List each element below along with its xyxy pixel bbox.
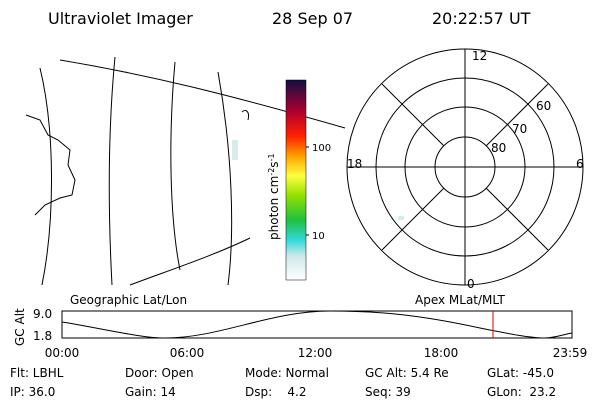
colorbar bbox=[285, 79, 307, 281]
timeline-x-tick: 06:00 bbox=[170, 346, 205, 360]
status-field: GLon: 23.2 bbox=[487, 385, 556, 399]
unit-part: photon cm bbox=[267, 176, 281, 240]
mlt-label: 18 bbox=[347, 157, 362, 171]
date: 28 Sep 07 bbox=[272, 9, 353, 28]
mlt-label: 6 bbox=[576, 157, 584, 171]
colorbar-label: 100 bbox=[312, 143, 331, 154]
timeline-x-tick: 23:59 bbox=[553, 346, 588, 360]
mlt-label: 12 bbox=[472, 49, 487, 63]
timeline-frame bbox=[61, 310, 573, 339]
colorbar-unit: photon cm-2s-1 bbox=[267, 153, 281, 240]
status-field: Seq: 39 bbox=[365, 385, 411, 399]
status-field: Gain: 14 bbox=[125, 385, 176, 399]
lat-label: 60 bbox=[536, 99, 551, 113]
lat-label: 70 bbox=[512, 122, 527, 136]
unit-part: -1 bbox=[267, 153, 276, 161]
status-field: IP: 36.0 bbox=[10, 385, 55, 399]
panel-label: Apex MLat/MLT bbox=[415, 293, 505, 307]
status-field: GC Alt: 5.4 Re bbox=[365, 366, 449, 380]
instrument: Ultraviolet Imager bbox=[48, 9, 193, 28]
timeline-y-tick: 1.8 bbox=[33, 329, 52, 343]
polar-plot bbox=[346, 48, 584, 286]
status-field: Flt: LBHL bbox=[10, 366, 64, 380]
timeline-x-tick: 18:00 bbox=[424, 346, 459, 360]
status-field: Mode: Normal bbox=[245, 366, 329, 380]
status-panel: Flt: LBHL Door: Open Mode: Normal GC Alt: 5… bbox=[10, 366, 556, 399]
status-field: GLat: -45.0 bbox=[487, 366, 554, 380]
timeline-y-label: GC Alt bbox=[13, 308, 27, 346]
time: 20:22:57 UT bbox=[432, 9, 531, 28]
colorbar-label: 10 bbox=[312, 231, 325, 242]
mlt-label: 0 bbox=[467, 277, 475, 291]
panel-label: Geographic Lat/Lon bbox=[70, 293, 187, 307]
altitude-curve bbox=[61, 310, 573, 339]
status-field: Door: Open bbox=[125, 366, 194, 380]
timeline-x-tick: 12:00 bbox=[298, 346, 333, 360]
timeline-x-tick: 00:00 bbox=[45, 346, 80, 360]
timeline-y-tick: 9.0 bbox=[33, 307, 52, 321]
status-field: Dsp: 4.2 bbox=[245, 385, 307, 399]
unit-part: s bbox=[267, 161, 281, 167]
unit-part: -2 bbox=[267, 168, 276, 176]
lat-label: 80 bbox=[491, 141, 506, 155]
